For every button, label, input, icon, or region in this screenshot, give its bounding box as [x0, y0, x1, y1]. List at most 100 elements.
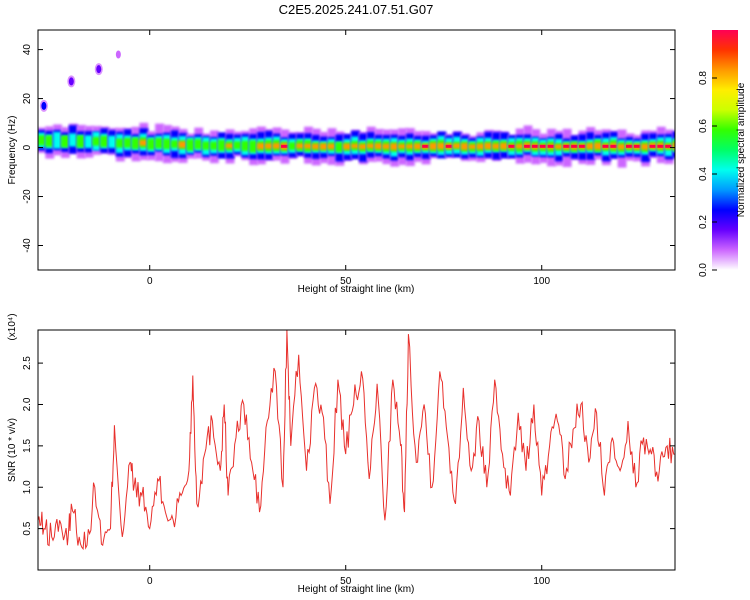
heatmap-cell: [382, 143, 392, 150]
heatmap-y-tick-label: 0: [22, 144, 33, 150]
heatmap-cell: [405, 144, 415, 149]
colorbar-tick-label: 0.0: [698, 263, 709, 277]
snr-y-tick-label: 2.0: [22, 397, 33, 411]
snr-x-tick-label: 0: [147, 576, 153, 587]
heatmap-cell: [186, 139, 196, 151]
heatmap-cell: [257, 143, 266, 150]
heatmap-cell: [319, 143, 329, 150]
colorbar-ticks: 0.0 0.2 0.4 0.6 0.8: [698, 71, 717, 277]
heatmap-peak: [281, 144, 289, 148]
colorbar-tick-label: 0.8: [698, 71, 709, 85]
snr-y-tick-label: 1.0: [22, 480, 33, 494]
heatmap-x-tick-label: 0: [147, 276, 153, 287]
heatmap-cell: [170, 140, 180, 148]
heatmap-cell: [453, 143, 462, 149]
colorbar-gradient: [712, 30, 738, 270]
heatmap-y-axis-label: Frequency (Hz): [7, 116, 18, 185]
heatmap-data: [38, 48, 675, 168]
heatmap-cell: [641, 143, 651, 150]
snr-data: [38, 330, 675, 551]
heatmap-cell: [139, 139, 149, 146]
heatmap-cell: [476, 143, 486, 150]
snr-y-tick-label: 0.5: [22, 521, 33, 535]
heatmap-cell: [311, 143, 321, 150]
heatmap-cell: [554, 144, 564, 149]
heatmap-blob: [39, 99, 48, 112]
colorbar: 0.0 0.2 0.4 0.6 0.8 Normalized spectral ampl…: [698, 30, 747, 277]
heatmap-cell: [209, 141, 219, 150]
heatmap-cell: [398, 144, 407, 149]
heatmap-peak: [422, 144, 430, 148]
heatmap-cell: [594, 142, 603, 150]
heatmap-peak: [665, 144, 675, 148]
colorbar-tick-label: 0.6: [698, 119, 709, 133]
heatmap-blob: [114, 48, 123, 61]
heatmap-cell: [178, 141, 188, 148]
heatmap-cell: [194, 139, 204, 150]
heatmap-cell: [413, 143, 423, 150]
heatmap-cell: [202, 141, 211, 150]
heatmap-cell: [115, 138, 125, 148]
heatmap-cell: [343, 143, 353, 150]
heatmap-cell: [672, 142, 675, 150]
heatmap-y-tick-label: -20: [22, 189, 33, 204]
heatmap-cell: [100, 135, 110, 147]
heatmap-cell: [351, 143, 360, 149]
figure-title: C2E5.2025.241.07.51.G07: [279, 2, 434, 17]
heatmap-cell: [131, 137, 141, 149]
heatmap-cell: [84, 135, 94, 149]
heatmap-cell: [45, 135, 55, 147]
heatmap-peak: [547, 144, 556, 148]
heatmap-peak: [649, 144, 658, 148]
colorbar-tick-label: 0.4: [698, 167, 709, 181]
heatmap-blob: [94, 63, 103, 76]
colorbar-label: Normalized spectral amplitude: [736, 82, 747, 217]
heatmap-cell: [468, 144, 478, 149]
heatmap-x-axis-label: Height of straight line (km): [298, 284, 415, 295]
heatmap-cell: [304, 143, 313, 149]
heatmap-cell: [500, 142, 509, 150]
heatmap-cell: [76, 135, 86, 148]
snr-y-axis-label: SNR (10 * v/v): [7, 418, 18, 482]
heatmap-y-tick-label: 40: [22, 44, 33, 56]
heatmap-cell: [217, 139, 227, 151]
snr-x-tick-label: 100: [533, 576, 550, 587]
heatmap-cell: [429, 142, 439, 150]
heatmap-cell: [617, 144, 627, 150]
heatmap-cell: [374, 143, 384, 150]
heatmap-x-tick-label: 100: [533, 276, 550, 287]
snr-y-tick-label: 2.5: [22, 356, 33, 370]
heatmap-cell: [38, 135, 47, 146]
heatmap-cell: [123, 137, 133, 148]
snr-frame: [37, 329, 676, 571]
snr-y-tick-label: 1.5: [22, 438, 33, 452]
snr-x-axis-label: Height of straight line (km): [298, 584, 415, 595]
heatmap-cell: [272, 143, 282, 149]
heatmap-cell: [92, 137, 102, 146]
heatmap-cell: [484, 142, 494, 150]
snr-background: [38, 330, 675, 570]
heatmap-cell: [390, 143, 400, 150]
snr-line: [38, 330, 675, 551]
snr-scale-label: (x10⁴): [7, 313, 18, 340]
snr-x-tick-label: 50: [340, 576, 352, 587]
heatmap-cell: [162, 138, 172, 150]
heatmap-cell: [53, 131, 63, 149]
heatmap-cell: [515, 144, 525, 149]
heatmap-panel: 0 50 100 -40 -20 0 20 40 Height of straight lin…: [7, 29, 676, 295]
heatmap-cell: [233, 141, 243, 150]
heatmap-cell: [147, 138, 157, 150]
heatmap-cell: [108, 135, 117, 149]
heatmap-cell: [249, 140, 259, 153]
heatmap-peak: [563, 144, 572, 148]
heatmap-cell: [68, 133, 78, 147]
heatmap-cell: [61, 135, 70, 148]
heatmap-cell: [155, 138, 164, 149]
heatmap-cell: [335, 142, 345, 153]
heatmap-cell: [437, 142, 447, 150]
snr-panel: 0 50 100 0.5 1.0 1.5 2.0 2.5 Height of straight…: [7, 313, 676, 595]
heatmap-ticks: 0 50 100 -40 -20 0 20 40: [22, 30, 675, 287]
colorbar-tick-label: 0.2: [698, 215, 709, 229]
heatmap-cell: [288, 142, 298, 150]
